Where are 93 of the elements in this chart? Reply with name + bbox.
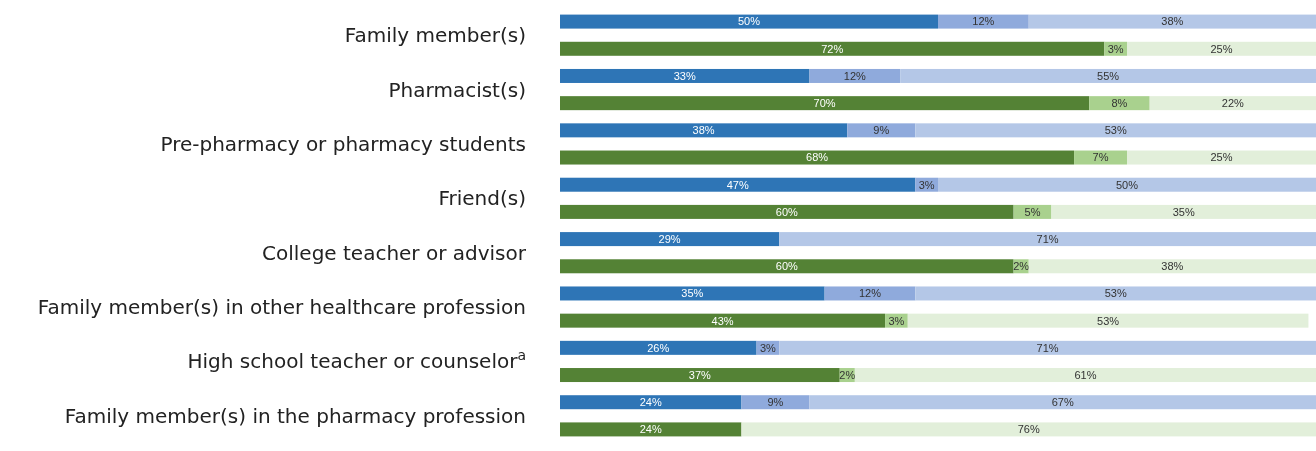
bar	[938, 177, 1316, 192]
bar	[1028, 14, 1316, 29]
bar	[560, 340, 757, 355]
bar	[1149, 96, 1316, 111]
bar	[741, 422, 1316, 437]
bar	[907, 313, 1309, 328]
data-label: 50%	[1115, 178, 1139, 191]
data-label: 3%	[888, 314, 905, 327]
data-label: 29%	[658, 232, 681, 245]
bar	[560, 123, 848, 138]
data-label: 12%	[972, 15, 995, 28]
y-tick-label: College teacher or advisor	[262, 240, 527, 265]
data-label: 9%	[873, 124, 890, 137]
data-label: 25%	[1210, 42, 1233, 55]
bar	[1051, 204, 1316, 219]
bar	[560, 368, 840, 383]
data-label: 12%	[843, 69, 867, 82]
data-label: 9%	[767, 396, 784, 409]
bar	[560, 41, 1105, 56]
data-label: 71%	[1036, 232, 1059, 245]
data-label: 7%	[1092, 151, 1109, 164]
bar	[560, 150, 1075, 165]
bar	[1028, 259, 1316, 274]
data-label: 24%	[639, 396, 662, 409]
data-label: 50%	[737, 15, 761, 28]
data-label: 43%	[711, 314, 734, 327]
y-tick-label: Pharmacist(s)	[388, 77, 526, 102]
bar	[779, 232, 1316, 247]
bar	[560, 232, 780, 247]
data-label: 25%	[1210, 151, 1233, 164]
data-label: 67%	[1051, 396, 1074, 409]
bar	[915, 123, 1316, 138]
bar	[560, 14, 938, 29]
bar	[809, 68, 901, 83]
data-label: 3%	[1107, 42, 1124, 55]
data-label: 55%	[1097, 69, 1120, 82]
data-label: 70%	[813, 97, 836, 110]
bar	[741, 395, 810, 410]
bar	[1127, 150, 1316, 165]
data-label: 60%	[775, 205, 799, 218]
bar	[915, 286, 1316, 301]
y-tick-label: Family member(s)	[344, 23, 526, 48]
data-label: 53%	[1097, 314, 1120, 327]
data-label: 38%	[1161, 15, 1184, 28]
data-label: 68%	[806, 151, 829, 164]
bar	[560, 395, 742, 410]
data-label: 53%	[1104, 124, 1127, 137]
data-label: 38%	[1161, 260, 1184, 273]
y-tick-label: Family member(s) in other healthcare profession	[37, 295, 526, 320]
bar	[560, 286, 825, 301]
bar	[938, 14, 1029, 29]
bar	[824, 286, 916, 301]
data-label: 72%	[821, 42, 844, 55]
y-tick-label: Pre-pharmacy or pharmacy students	[160, 131, 526, 156]
bar	[560, 68, 810, 83]
data-label: 35%	[1172, 205, 1195, 218]
data-label: 76%	[1017, 423, 1040, 436]
data-label: 3%	[918, 178, 935, 191]
y-tick-label: Friend(s)	[438, 186, 526, 211]
bar	[1089, 96, 1150, 111]
bar	[560, 422, 742, 437]
data-label: 26%	[647, 341, 670, 354]
bar	[854, 368, 1316, 383]
y-tick-label: Family member(s) in the pharmacy profession	[64, 403, 526, 428]
bar	[1074, 150, 1127, 165]
data-label: 2%	[1013, 260, 1030, 273]
data-label: 61%	[1074, 368, 1097, 381]
bar	[847, 123, 916, 138]
bar	[1127, 41, 1316, 56]
bar	[560, 313, 886, 328]
data-label: 22%	[1221, 97, 1245, 110]
bar	[560, 177, 916, 192]
bar	[560, 96, 1090, 111]
data-label: 33%	[673, 69, 696, 82]
data-label: 71%	[1036, 341, 1059, 354]
bar	[560, 204, 1014, 219]
data-label: 35%	[681, 287, 704, 300]
data-label: 12%	[858, 287, 882, 300]
data-label: 53%	[1104, 287, 1127, 300]
data-label: 47%	[726, 178, 749, 191]
bar	[779, 340, 1316, 355]
data-label: 60%	[775, 260, 799, 273]
bar	[900, 68, 1316, 83]
data-label: 24%	[639, 423, 662, 436]
data-label: 2%	[839, 368, 856, 381]
data-label: 3%	[759, 341, 777, 354]
bar	[809, 395, 1316, 410]
data-label: 5%	[1024, 205, 1041, 218]
data-label: 38%	[692, 124, 715, 137]
data-label: 8%	[1111, 97, 1128, 110]
data-label: 37%	[688, 368, 712, 381]
y-tick-label: High school teacher or counselor$^{a}$	[187, 347, 526, 374]
bar	[560, 259, 1014, 274]
